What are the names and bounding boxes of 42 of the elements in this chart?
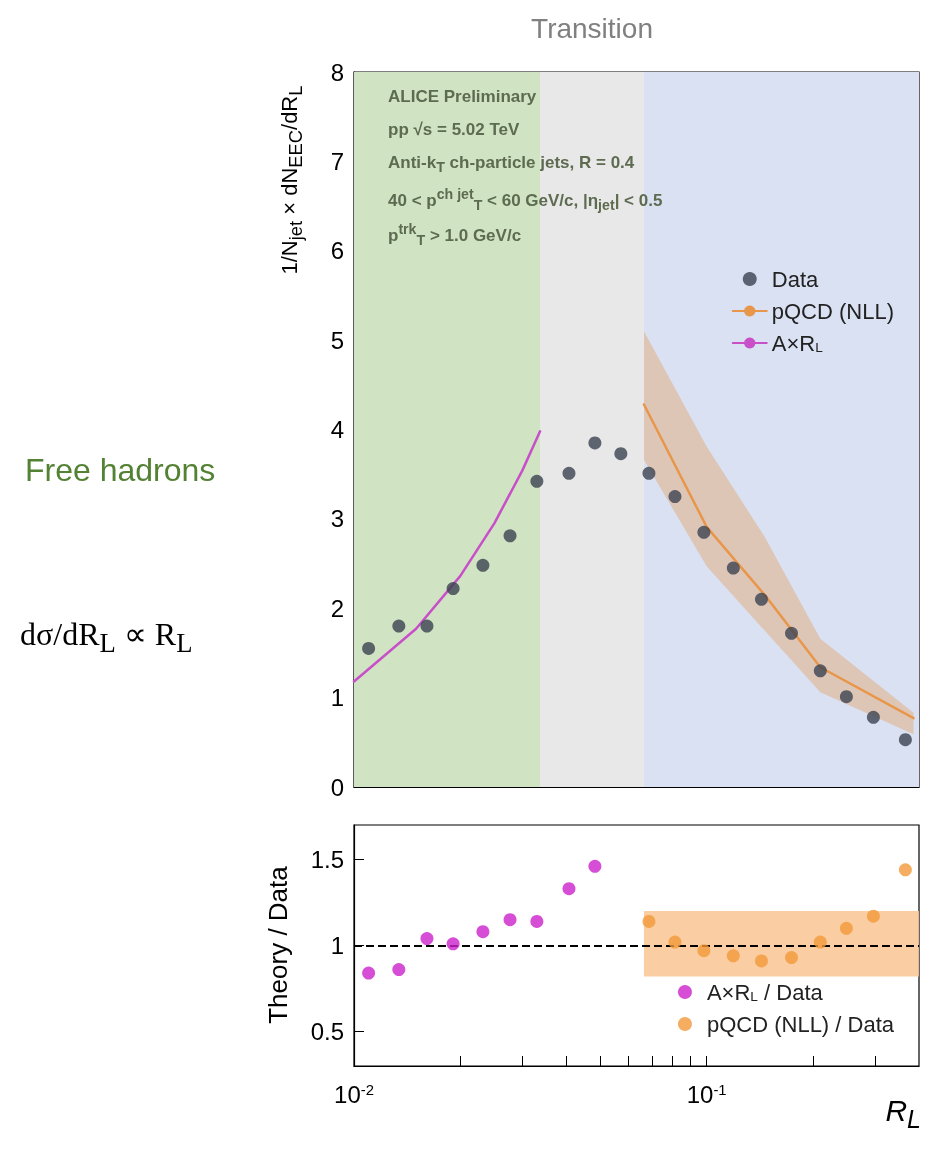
y-tick-label: 7 [330,147,344,175]
y-tick-label: 0 [330,773,344,801]
y-tick-label: 3 [330,505,344,533]
band-label: Transition [531,12,653,44]
point [726,561,740,575]
y-tick-label: 2 [330,594,344,622]
point [362,641,376,655]
point [754,592,768,606]
annotation: p$^{trk}$$_{T}$ > 1.0 GeV/c [388,221,522,249]
point [530,474,544,488]
y-tick-label: 4 [330,416,344,443]
x-axis-title: R$_{L}$ [885,1094,921,1134]
point [614,447,628,461]
text: Free hadrons [25,452,216,489]
y-tick-label: 5 [330,326,344,354]
y-tick-label: 6 [330,237,344,265]
point [642,466,656,480]
annotation: ALICE Preliminary [388,87,537,107]
point [697,525,711,539]
point [476,558,490,572]
text: dσ/dR$_{L}$ ∝ R$_{L}$ [20,616,193,660]
annotation: 40 < p$^{ch jet}$$_{T}$ < 60 GeV/c, |η$_{jet}$| < 0.5 [388,186,663,214]
y-tick-label: 0.5 [310,1018,344,1046]
point [420,619,434,633]
point [446,582,460,596]
y-tick-label: 1 [330,684,344,712]
y-tick-label: 1.5 [310,845,344,873]
point [839,690,853,704]
legend-label: A×RL / Data [706,979,824,1005]
point [392,619,406,633]
annotation: Anti-k$_{T}$ ch-particle jets, R = 0.4 [388,153,635,176]
y-tick-label: 1 [330,932,344,959]
point [866,710,880,724]
point [588,436,602,450]
legend-label: pQCD (NLL) [771,298,894,324]
y-axis-title: Theory / Data [262,866,294,1024]
point [503,529,517,543]
y-tick-label: 8 [330,58,344,86]
legend-label: Data [771,266,819,292]
legend-label: pQCD (NLL) / Data [706,1011,895,1037]
legend-label: A×RL [771,330,824,356]
annotation: pp √s = 5.02 TeV [388,120,520,140]
